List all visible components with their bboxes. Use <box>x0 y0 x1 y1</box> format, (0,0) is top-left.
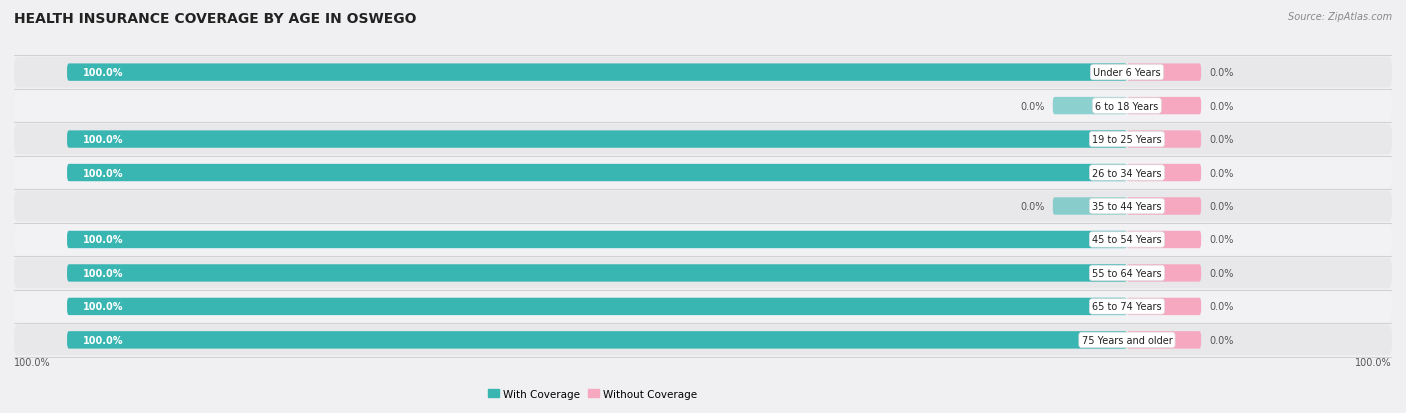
FancyBboxPatch shape <box>14 124 1392 155</box>
Text: 55 to 64 Years: 55 to 64 Years <box>1092 268 1161 278</box>
Text: 26 to 34 Years: 26 to 34 Years <box>1092 168 1161 178</box>
FancyBboxPatch shape <box>1128 231 1201 249</box>
FancyBboxPatch shape <box>1128 265 1201 282</box>
FancyBboxPatch shape <box>67 164 1128 182</box>
FancyBboxPatch shape <box>1053 198 1128 215</box>
Text: 0.0%: 0.0% <box>1209 235 1234 245</box>
Text: 19 to 25 Years: 19 to 25 Years <box>1092 135 1161 145</box>
FancyBboxPatch shape <box>67 231 1128 249</box>
FancyBboxPatch shape <box>67 298 1128 316</box>
Text: 0.0%: 0.0% <box>1209 68 1234 78</box>
FancyBboxPatch shape <box>1128 298 1201 316</box>
Text: 0.0%: 0.0% <box>1209 101 1234 112</box>
Text: 65 to 74 Years: 65 to 74 Years <box>1092 301 1161 312</box>
Text: 100.0%: 100.0% <box>83 135 124 145</box>
Text: 45 to 54 Years: 45 to 54 Years <box>1092 235 1161 245</box>
Text: Source: ZipAtlas.com: Source: ZipAtlas.com <box>1288 12 1392 22</box>
Text: 0.0%: 0.0% <box>1209 202 1234 211</box>
Text: 0.0%: 0.0% <box>1209 335 1234 345</box>
FancyBboxPatch shape <box>67 265 1128 282</box>
FancyBboxPatch shape <box>14 91 1392 122</box>
Text: 100.0%: 100.0% <box>14 357 51 367</box>
Text: HEALTH INSURANCE COVERAGE BY AGE IN OSWEGO: HEALTH INSURANCE COVERAGE BY AGE IN OSWE… <box>14 12 416 26</box>
FancyBboxPatch shape <box>14 57 1392 88</box>
Text: 100.0%: 100.0% <box>1355 357 1392 367</box>
Text: 0.0%: 0.0% <box>1209 168 1234 178</box>
FancyBboxPatch shape <box>67 131 1128 148</box>
FancyBboxPatch shape <box>67 331 1128 349</box>
Text: 0.0%: 0.0% <box>1209 268 1234 278</box>
Text: 75 Years and older: 75 Years and older <box>1081 335 1173 345</box>
Text: 35 to 44 Years: 35 to 44 Years <box>1092 202 1161 211</box>
FancyBboxPatch shape <box>1128 198 1201 215</box>
FancyBboxPatch shape <box>1128 164 1201 182</box>
FancyBboxPatch shape <box>14 325 1392 356</box>
Text: 100.0%: 100.0% <box>83 301 124 312</box>
Text: 100.0%: 100.0% <box>83 235 124 245</box>
FancyBboxPatch shape <box>14 258 1392 289</box>
Text: 100.0%: 100.0% <box>83 68 124 78</box>
Text: 0.0%: 0.0% <box>1019 202 1045 211</box>
Text: 0.0%: 0.0% <box>1209 301 1234 312</box>
FancyBboxPatch shape <box>1128 131 1201 148</box>
Text: 100.0%: 100.0% <box>83 335 124 345</box>
Text: 100.0%: 100.0% <box>83 168 124 178</box>
FancyBboxPatch shape <box>1128 331 1201 349</box>
Text: Under 6 Years: Under 6 Years <box>1092 68 1161 78</box>
FancyBboxPatch shape <box>14 158 1392 188</box>
FancyBboxPatch shape <box>1128 64 1201 82</box>
FancyBboxPatch shape <box>1128 97 1201 115</box>
Legend: With Coverage, Without Coverage: With Coverage, Without Coverage <box>488 389 697 399</box>
FancyBboxPatch shape <box>14 191 1392 222</box>
Text: 0.0%: 0.0% <box>1209 135 1234 145</box>
Text: 0.0%: 0.0% <box>1019 101 1045 112</box>
FancyBboxPatch shape <box>67 64 1128 82</box>
FancyBboxPatch shape <box>14 225 1392 255</box>
Text: 6 to 18 Years: 6 to 18 Years <box>1095 101 1159 112</box>
FancyBboxPatch shape <box>14 291 1392 322</box>
Text: 100.0%: 100.0% <box>83 268 124 278</box>
FancyBboxPatch shape <box>1053 97 1128 115</box>
